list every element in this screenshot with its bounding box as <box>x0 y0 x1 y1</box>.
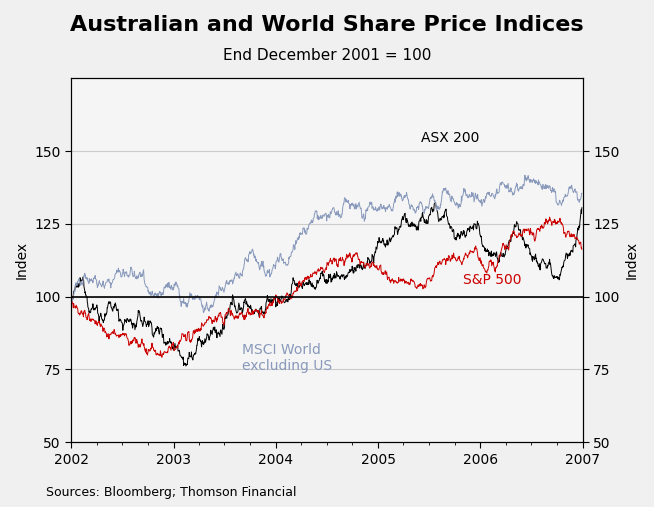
Y-axis label: Index: Index <box>625 241 639 279</box>
Text: End December 2001 = 100: End December 2001 = 100 <box>223 48 431 63</box>
Text: S&P 500: S&P 500 <box>464 273 522 287</box>
Text: ASX 200: ASX 200 <box>421 131 479 146</box>
Text: Australian and World Share Price Indices: Australian and World Share Price Indices <box>70 15 584 35</box>
Y-axis label: Index: Index <box>15 241 29 279</box>
Text: MSCI World
excluding US: MSCI World excluding US <box>241 343 332 374</box>
Text: Sources: Bloomberg; Thomson Financial: Sources: Bloomberg; Thomson Financial <box>46 486 296 499</box>
